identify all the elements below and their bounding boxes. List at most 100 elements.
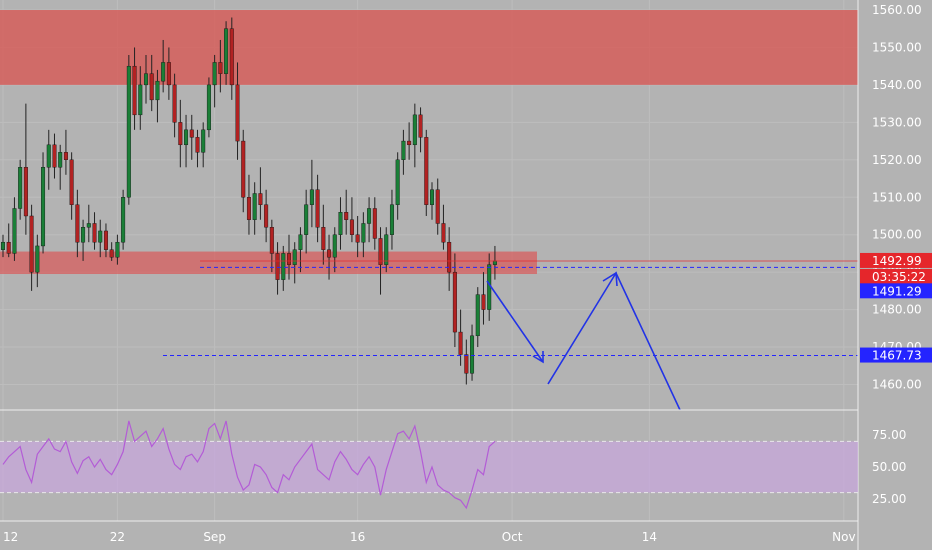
price-badge-bg (860, 268, 932, 284)
candle-body (81, 227, 86, 243)
candle-body (344, 212, 349, 220)
price-badge-bg (860, 347, 932, 363)
price-tick-label: 1530.00 (872, 115, 922, 129)
projection-arrowhead-1 (532, 351, 544, 364)
candle-body (269, 227, 274, 254)
candle-body (367, 208, 372, 224)
price-levels (163, 260, 858, 357)
candle-body (224, 28, 229, 74)
time-tick-label: Oct (502, 530, 523, 544)
candle-body (63, 152, 68, 160)
candle-body (201, 129, 206, 153)
candle-body (6, 241, 11, 254)
candle-body (412, 114, 417, 146)
candle-body (161, 62, 166, 82)
candle-body (138, 84, 143, 116)
candle-body (424, 137, 429, 205)
time-axis[interactable]: 12 22 Sep 16 Oct 14 Nov (3, 530, 856, 544)
candle-body (103, 230, 108, 250)
rsi-band (0, 441, 858, 493)
candle-body (407, 140, 412, 146)
candle-body (52, 144, 57, 168)
candle-body (143, 73, 148, 86)
candle-body (441, 223, 446, 243)
candle-body (401, 140, 406, 160)
price-badge-bg (860, 283, 932, 299)
time-tick-label: 22 (110, 530, 125, 544)
candle-body (470, 335, 475, 374)
candle-body (29, 215, 34, 273)
candle-body (304, 204, 309, 235)
time-tick-label: 16 (350, 530, 365, 544)
candle-body (372, 208, 377, 239)
rsi-pane (0, 420, 858, 510)
candle-body (166, 62, 171, 86)
candle-body (361, 223, 366, 243)
price-badge-bg (860, 252, 932, 268)
candle-body (189, 129, 194, 138)
candle-body (481, 294, 486, 310)
candle-body (447, 241, 452, 273)
candle-body (172, 84, 177, 123)
price-tick-label: 1550.00 (872, 40, 922, 54)
rsi-axis: 75.00 50.00 25.00 (872, 428, 906, 506)
price-tick-label: 1540.00 (872, 78, 922, 92)
candle-body (349, 219, 354, 235)
candle-body (149, 73, 154, 101)
candle-body (132, 65, 137, 116)
candle-body (332, 234, 337, 258)
candle-body (430, 189, 435, 205)
candle-body (275, 253, 280, 280)
candle-body (246, 197, 251, 220)
candle-body (321, 227, 326, 250)
candle-body (435, 189, 440, 224)
rsi-tick-label: 25.00 (872, 492, 906, 506)
candle-body (452, 271, 457, 333)
candle-body (264, 204, 269, 228)
candle-body (126, 65, 131, 198)
time-tick-label: 12 (3, 530, 18, 544)
candle-body (92, 223, 97, 243)
candle-body (184, 129, 189, 146)
candle-body (395, 159, 400, 205)
candle-body (389, 204, 394, 235)
candle-body (58, 152, 63, 168)
projection-arrows (486, 271, 681, 411)
projection-arrowhead-2 (602, 271, 618, 287)
time-tick-label: Sep (203, 530, 226, 544)
candle-body (23, 167, 28, 217)
candle-body (252, 193, 257, 220)
candle-body (46, 144, 51, 168)
price-badge-label: 1467.73 (872, 349, 922, 363)
candle-body (212, 62, 217, 86)
candle-body (109, 249, 114, 258)
candle-body (218, 62, 223, 74)
candles (1, 17, 497, 385)
zone-support (0, 251, 537, 275)
candle-body (287, 253, 292, 265)
candle-body (98, 230, 103, 243)
time-tick-label: Nov (832, 530, 855, 544)
candle-body (258, 193, 263, 205)
candle-body (1, 241, 5, 250)
candle-body (281, 253, 286, 280)
zones (0, 10, 858, 275)
candle-body (384, 234, 389, 265)
rsi-tick-label: 50.00 (872, 460, 906, 474)
candle-body (235, 84, 240, 142)
candle-body (327, 249, 332, 258)
candle-body (206, 84, 211, 131)
candle-body (418, 114, 423, 138)
price-badge-label: 1491.29 (872, 284, 922, 298)
candle-body (315, 189, 320, 228)
candle-body (338, 212, 343, 235)
candle-body (464, 354, 469, 374)
candle-body (41, 167, 46, 247)
rsi-line (2, 420, 496, 510)
candle-body (475, 294, 480, 337)
candle-body (178, 122, 183, 146)
candle-body (69, 159, 74, 205)
candle-body (115, 241, 120, 258)
